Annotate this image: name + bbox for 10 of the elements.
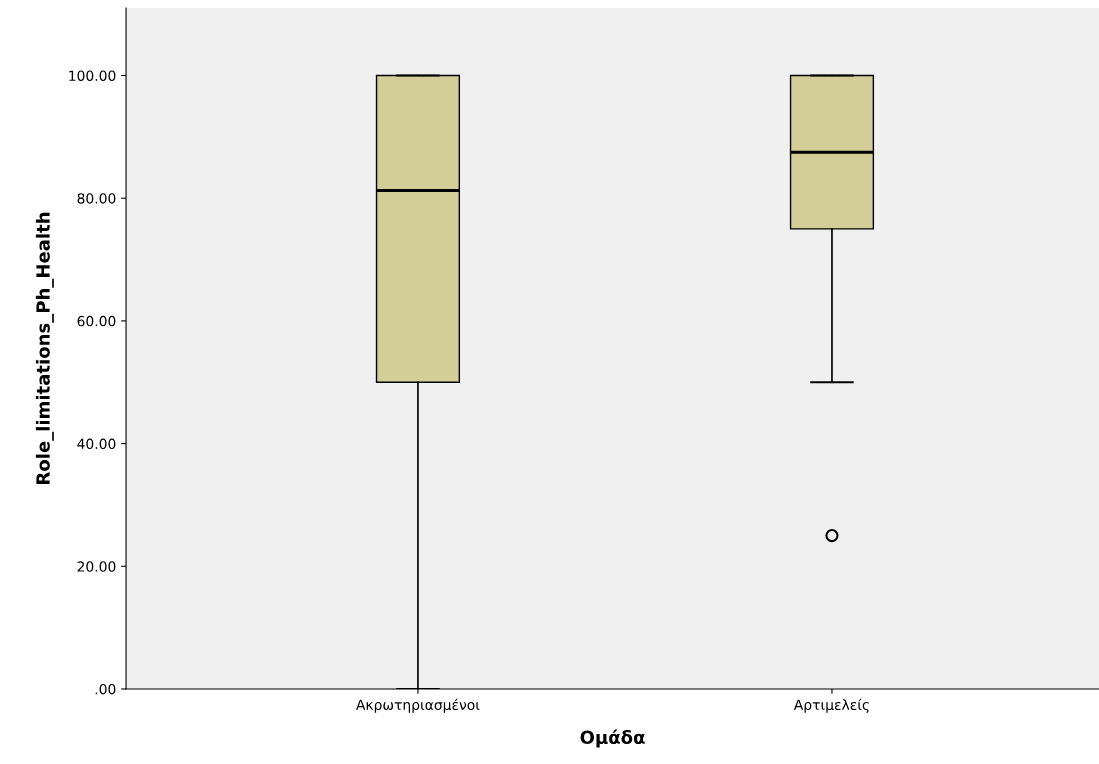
- y-tick-label: 100.00: [69, 70, 116, 81]
- y-tick-label: 20.00: [77, 561, 116, 572]
- y-tick-label: 80.00: [77, 193, 116, 204]
- y-tick-label: .00: [95, 683, 116, 695]
- x-tick-label: Αρτιμελείς: [793, 698, 869, 713]
- x-axis-title: Ομάδα: [580, 729, 645, 748]
- y-tick-label: 60.00: [77, 315, 116, 327]
- y-tick-label: 40.00: [77, 438, 116, 450]
- y-axis-title: Role_limitations_Ph_Health: [35, 212, 54, 484]
- x-tick-label: Ακρωτηριασμένοι: [356, 698, 480, 713]
